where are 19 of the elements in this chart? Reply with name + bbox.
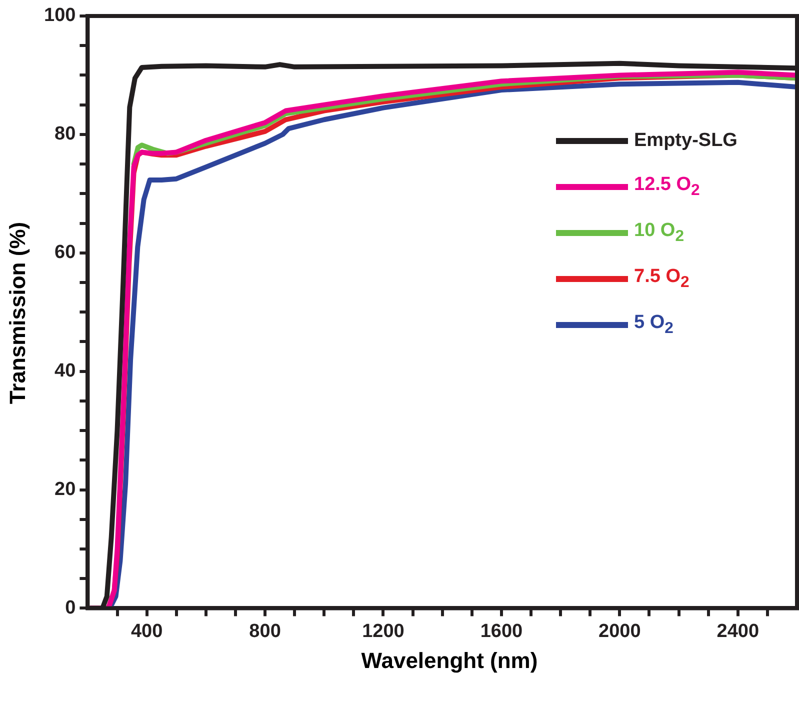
x-tick-label: 2000 <box>598 620 641 642</box>
x-tick-label: 800 <box>249 620 281 642</box>
x-axis-title: Wavelenght (nm) <box>360 648 539 674</box>
legend-label: 12.5 O$_{2}$ <box>634 174 700 200</box>
y-tick-label: 40 <box>54 360 76 382</box>
x-tick-label: 1600 <box>480 620 523 642</box>
y-axis-title: Transmission (%) <box>5 220 31 406</box>
legend-label: 7.5 O$_{2}$ <box>634 266 690 292</box>
y-tick-label: 60 <box>54 242 76 264</box>
x-tick-label: 2400 <box>716 620 760 642</box>
x-tick-label: 1200 <box>362 620 404 642</box>
y-tick-label: 80 <box>54 124 76 145</box>
y-tick-label: 20 <box>54 478 76 500</box>
y-tick-label: 0 <box>65 597 76 618</box>
legend-label: 10 O$_{2}$ <box>634 220 684 246</box>
x-tick-label: 400 <box>130 620 163 642</box>
y-tick-label: 100 <box>44 5 76 26</box>
legend-label: 5 O$_{2}$ <box>634 312 674 338</box>
legend-label: Empty-SLG <box>634 130 738 152</box>
